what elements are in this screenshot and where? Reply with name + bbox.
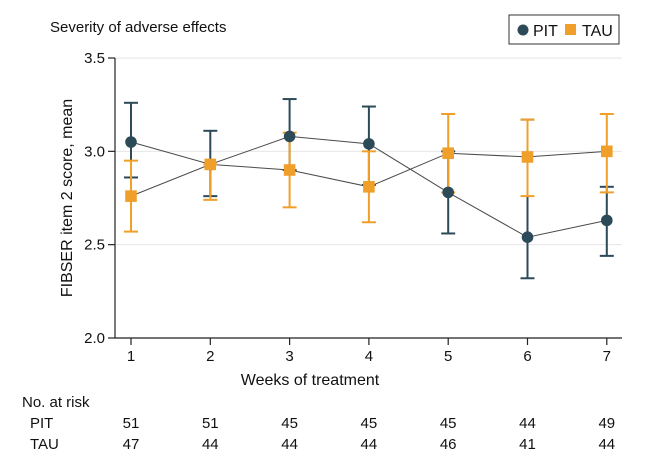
- risk-value: 44: [202, 436, 219, 453]
- legend-label-tau: TAU: [582, 23, 613, 40]
- risk-value: 44: [598, 436, 615, 453]
- axes: 2.0 2.5 3.0 3.5 1 2 3 4 5 6 7: [84, 50, 622, 365]
- legend-marker-tau: [565, 24, 576, 35]
- risk-value: 49: [598, 415, 615, 432]
- risk-value: 51: [123, 415, 140, 432]
- tau-point: [442, 147, 454, 159]
- x-tick-label: 7: [603, 348, 611, 365]
- pit-point: [283, 130, 296, 143]
- risk-table: No. at risk PIT 51 51 45 45 45 44 49 TAU 47 44 44 44…: [22, 394, 615, 453]
- risk-value: 44: [519, 415, 536, 432]
- risk-value: 41: [519, 436, 536, 453]
- x-axis-label: Weeks of treatment: [241, 372, 380, 389]
- risk-value: 45: [440, 415, 457, 432]
- pit-point: [363, 138, 375, 150]
- x-tick-label: 3: [285, 348, 293, 365]
- chart-title: Severity of adverse effects: [50, 19, 226, 36]
- risk-row-label: PIT: [30, 415, 53, 432]
- tau-point: [283, 164, 296, 176]
- risk-table-header: No. at risk: [22, 394, 90, 411]
- risk-value: 47: [123, 436, 140, 453]
- risk-value: 45: [361, 415, 378, 432]
- risk-value: 44: [361, 436, 378, 453]
- legend-marker-pit: [517, 24, 529, 36]
- y-tick-label: 3.0: [84, 143, 105, 160]
- y-tick-label: 2.0: [84, 330, 105, 347]
- pit-point: [125, 136, 137, 148]
- x-tick-label: 5: [444, 348, 452, 365]
- pit-point: [442, 186, 455, 199]
- risk-value: 45: [281, 415, 298, 432]
- x-tick-label: 6: [523, 348, 531, 365]
- x-tick-label: 4: [365, 348, 373, 365]
- y-tick-label: 2.5: [84, 237, 105, 254]
- pit-point: [601, 214, 613, 227]
- tau-point: [521, 151, 534, 163]
- risk-row-label: TAU: [30, 436, 59, 453]
- risk-value: 44: [281, 436, 298, 453]
- legend-label-pit: PIT: [533, 23, 558, 40]
- pit-point: [521, 231, 534, 243]
- x-tick-label: 2: [206, 348, 214, 365]
- series-layer: [124, 98, 614, 280]
- y-tick-label: 3.5: [84, 50, 105, 67]
- tau-point: [363, 181, 375, 193]
- tau-point: [601, 145, 613, 158]
- legend: PIT TAU: [508, 14, 620, 45]
- risk-value: 51: [202, 415, 219, 432]
- y-axis-label: FIBSER item 2 score, mean: [59, 99, 76, 297]
- tau-point: [204, 158, 217, 171]
- x-tick-label: 1: [127, 348, 135, 365]
- tau-point: [125, 190, 137, 202]
- risk-value: 46: [440, 436, 457, 453]
